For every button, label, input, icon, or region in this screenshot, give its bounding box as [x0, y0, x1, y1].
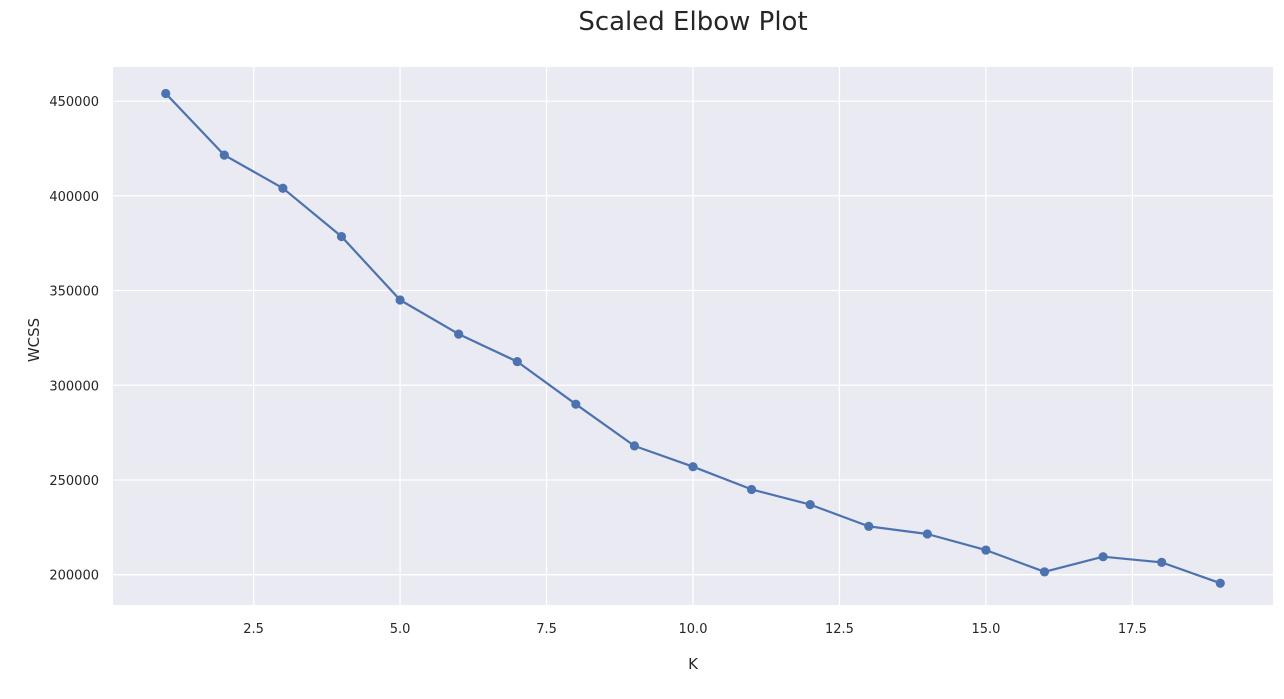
data-point	[512, 356, 522, 367]
x-tick-label: 10.0	[679, 622, 708, 637]
data-point	[278, 183, 288, 193]
series-wcss	[161, 88, 1225, 588]
x-gridlines	[252, 67, 1134, 605]
chart-title: Scaled Elbow Plot	[578, 7, 807, 37]
data-point	[161, 88, 171, 99]
data-point	[219, 150, 229, 160]
x-tick-label: 17.5	[1118, 622, 1147, 637]
data-point	[629, 441, 640, 451]
y-axis-label: WCSS	[25, 318, 43, 362]
y-tick-label: 450000	[49, 95, 99, 110]
data-point	[1157, 557, 1167, 567]
x-axis-label: K	[688, 655, 699, 673]
data-point	[688, 462, 698, 472]
data-point	[864, 521, 874, 531]
x-tick-label: 15.0	[971, 622, 1000, 637]
data-point	[1215, 578, 1225, 588]
x-tick-label: 12.5	[825, 622, 854, 637]
y-gridlines	[113, 100, 1273, 576]
y-tick-label: 200000	[49, 569, 99, 584]
data-point	[395, 295, 405, 305]
x-tick-labels: 2.5 5.0 7.5 10.0 12.5 15.0 17.5	[243, 622, 1147, 637]
y-tick-label: 350000	[49, 285, 99, 300]
data-point	[1039, 567, 1050, 577]
x-tick-label: 5.0	[390, 622, 411, 637]
data-point	[571, 399, 581, 409]
data-point	[981, 545, 991, 555]
y-tick-label: 300000	[49, 379, 99, 394]
data-point	[336, 231, 347, 242]
x-tick-label: 2.5	[243, 622, 264, 637]
y-tick-labels: 200000 250000 300000 350000 400000 450000	[49, 95, 99, 584]
x-tick-label: 7.5	[536, 622, 557, 637]
data-point	[746, 484, 757, 495]
data-point	[1098, 552, 1108, 562]
y-tick-label: 400000	[49, 190, 99, 205]
y-tick-label: 250000	[49, 474, 99, 489]
data-point	[454, 329, 464, 339]
data-point	[805, 499, 815, 510]
data-point	[922, 529, 932, 539]
